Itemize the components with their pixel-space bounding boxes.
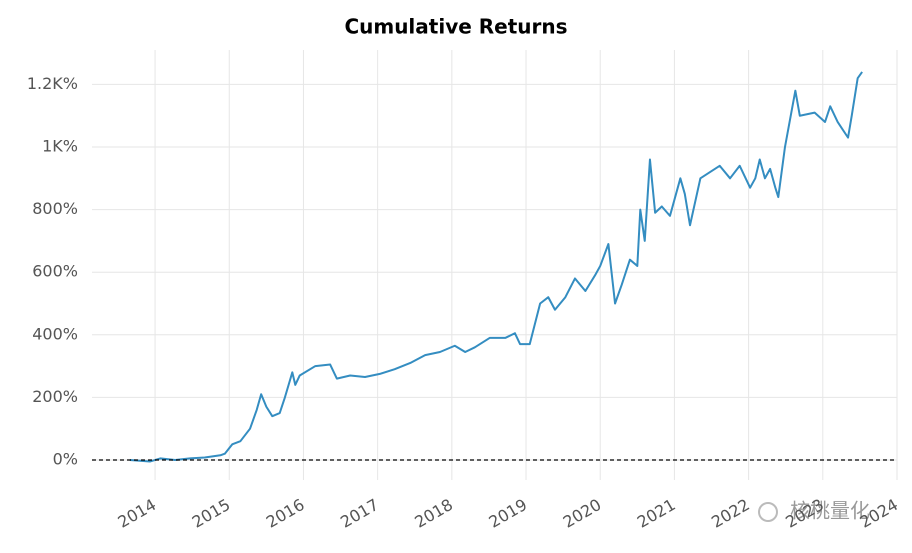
y-tick-label: 200%: [32, 387, 78, 406]
x-tick-label: 2020: [560, 495, 605, 532]
line: [129, 71, 863, 463]
y-tick-label: 600%: [32, 262, 78, 281]
watermark: 核桃量化: [758, 499, 870, 523]
grid: [92, 50, 898, 480]
x-tick-label: 2018: [411, 495, 456, 532]
y-tick-label: 400%: [32, 324, 78, 343]
watermark-icon: [758, 502, 778, 522]
x-tick-label: 2022: [708, 495, 753, 532]
plot: [92, 71, 897, 463]
x-tick-label: 2015: [189, 495, 234, 532]
y-tick-label: 0%: [53, 449, 78, 468]
y-tick-label: 1K%: [42, 137, 78, 156]
x-tick-label: 2016: [263, 495, 308, 532]
x-tick-label: 2021: [634, 495, 679, 532]
x-tick-label: 2014: [115, 495, 160, 532]
y-tick-label: 800%: [32, 199, 78, 218]
x-tick-label: 2019: [486, 495, 531, 532]
watermark-text: 核桃量化: [790, 499, 870, 523]
x-tick-label: 2017: [337, 495, 382, 532]
chart-title: Cumulative Returns: [344, 15, 567, 39]
y-tick-label: 1.2K%: [27, 74, 78, 93]
